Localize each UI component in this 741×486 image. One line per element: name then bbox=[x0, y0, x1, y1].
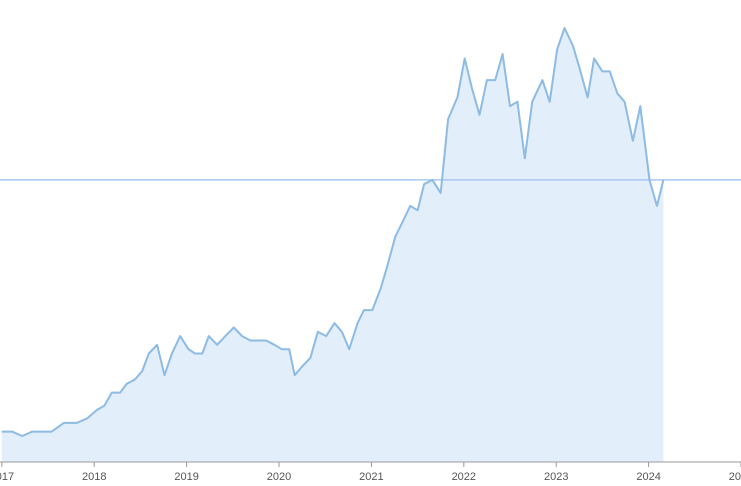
x-tick-label: 2022 bbox=[452, 471, 476, 483]
x-tick-label: 2020 bbox=[267, 471, 291, 483]
x-tick-label: 2025 bbox=[729, 471, 741, 483]
x-tick-label: 2021 bbox=[359, 471, 383, 483]
x-tick-label: 2018 bbox=[82, 471, 106, 483]
x-tick-label: 2023 bbox=[544, 471, 568, 483]
x-tick-label: 2019 bbox=[174, 471, 198, 483]
x-tick-label: 2017 bbox=[0, 471, 14, 483]
trend-line bbox=[1, 27, 665, 437]
area-fill bbox=[1, 28, 664, 462]
x-tick-label: 2024 bbox=[636, 471, 660, 483]
